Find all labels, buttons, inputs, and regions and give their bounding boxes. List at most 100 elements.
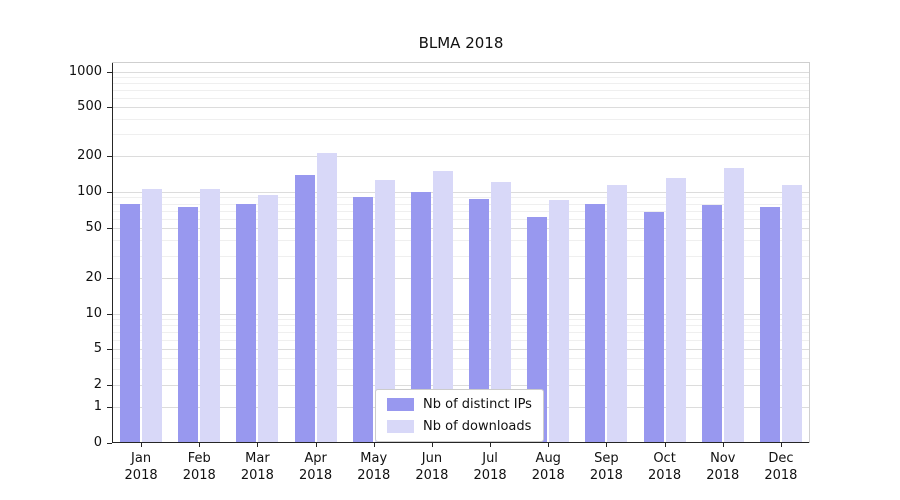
x-tick-month: Mar xyxy=(245,451,270,466)
x-tick-month: Feb xyxy=(187,451,211,466)
x-tick-label: Nov 2018 xyxy=(691,450,755,484)
y-tick-label: 500 xyxy=(77,99,102,114)
legend-label-downloads: Nb of downloads xyxy=(423,419,532,434)
x-tick-mark xyxy=(431,443,433,447)
y-tick-label: 0 xyxy=(93,435,102,450)
x-tick-year: 2018 xyxy=(415,468,449,483)
legend: Nb of distinct IPs Nb of downloads xyxy=(375,389,544,442)
top-spine xyxy=(112,62,810,63)
bottom-spine xyxy=(112,442,810,443)
y-tick-mark xyxy=(107,107,112,108)
x-tick-year: 2018 xyxy=(299,468,333,483)
bar-distinct-ips xyxy=(585,203,606,443)
y-tick-mark xyxy=(107,349,112,350)
x-tick-label: Mar 2018 xyxy=(225,450,289,484)
y-tick-label: 100 xyxy=(77,184,102,199)
y-tick-mark xyxy=(107,72,112,73)
minor-gridline xyxy=(112,255,810,257)
x-tick-year: 2018 xyxy=(531,468,565,483)
y-tick-label: 1 xyxy=(93,399,102,414)
bar-downloads xyxy=(781,184,802,443)
bar-downloads xyxy=(665,178,686,443)
x-tick-mark xyxy=(722,443,724,447)
x-tick-year: 2018 xyxy=(182,468,216,483)
bar-distinct-ips xyxy=(759,206,780,443)
x-tick-mark xyxy=(257,443,259,447)
bar-downloads xyxy=(491,181,512,443)
x-tick-label: Jan 2018 xyxy=(109,450,173,484)
x-tick-month: Dec xyxy=(768,451,794,466)
y-tick-mark xyxy=(107,156,112,157)
minor-gridline xyxy=(112,118,810,120)
major-gridline xyxy=(112,278,810,279)
bar-distinct-ips xyxy=(236,203,257,443)
bar-downloads xyxy=(432,170,453,443)
minor-gridline xyxy=(112,319,810,321)
x-tick-year: 2018 xyxy=(357,468,391,483)
bar-downloads xyxy=(200,189,221,443)
x-tick-year: 2018 xyxy=(124,468,158,483)
legend-swatch-distinct-ips xyxy=(387,398,414,411)
x-tick-month: Jun xyxy=(421,451,443,466)
bar-downloads xyxy=(723,167,744,443)
legend-item-distinct-ips: Nb of distinct IPs xyxy=(387,397,532,412)
major-gridline xyxy=(112,385,810,386)
x-tick-month: Jan xyxy=(131,451,152,466)
bar-downloads xyxy=(374,180,395,443)
minor-gridline xyxy=(112,240,810,242)
bar-downloads xyxy=(316,153,337,443)
x-tick-label: Sep 2018 xyxy=(574,450,638,484)
x-tick-mark xyxy=(780,443,782,447)
y-tick-mark xyxy=(107,228,112,229)
bar-downloads xyxy=(142,189,163,443)
y-tick-mark xyxy=(107,443,112,444)
x-tick-label: May 2018 xyxy=(342,450,406,484)
legend-item-downloads: Nb of downloads xyxy=(387,419,532,434)
x-tick-label: Apr 2018 xyxy=(284,450,348,484)
minor-gridline xyxy=(112,218,810,220)
major-gridline xyxy=(112,192,810,193)
x-tick-month: May xyxy=(360,451,388,466)
bar-distinct-ips xyxy=(294,174,315,443)
major-gridline xyxy=(112,107,810,108)
x-tick-label: Feb 2018 xyxy=(167,450,231,484)
y-tick-label: 10 xyxy=(85,306,102,321)
x-tick-mark xyxy=(373,443,375,447)
x-tick-label: Dec 2018 xyxy=(749,450,813,484)
bar-distinct-ips xyxy=(410,192,431,443)
y-tick-label: 50 xyxy=(85,220,102,235)
x-tick-mark xyxy=(141,443,143,447)
legend-label-distinct-ips: Nb of distinct IPs xyxy=(423,397,532,412)
x-tick-mark xyxy=(315,443,317,447)
right-spine xyxy=(809,62,810,443)
chart-title: BLMA 2018 xyxy=(418,34,504,52)
x-tick-month: Aug xyxy=(535,451,561,466)
y-tick-mark xyxy=(107,314,112,315)
minor-gridline xyxy=(112,197,810,199)
x-tick-mark xyxy=(490,443,492,447)
x-tick-year: 2018 xyxy=(240,468,274,483)
major-gridline xyxy=(112,156,810,157)
bar-distinct-ips xyxy=(352,197,373,443)
x-tick-year: 2018 xyxy=(473,468,507,483)
x-tick-mark xyxy=(664,443,666,447)
x-tick-mark xyxy=(199,443,201,447)
y-tick-label: 20 xyxy=(85,270,102,285)
minor-gridline xyxy=(112,210,810,212)
bar-distinct-ips xyxy=(527,216,548,443)
x-tick-year: 2018 xyxy=(589,468,623,483)
x-tick-label: Jun 2018 xyxy=(400,450,464,484)
x-tick-month: Apr xyxy=(304,451,327,466)
minor-gridline xyxy=(112,325,810,327)
major-gridline xyxy=(112,314,810,315)
x-tick-mark xyxy=(606,443,608,447)
y-tick-mark xyxy=(107,278,112,279)
y-tick-label: 1000 xyxy=(68,64,102,79)
x-tick-mark xyxy=(548,443,550,447)
y-tick-label: 5 xyxy=(93,341,102,356)
major-gridline xyxy=(112,228,810,229)
x-tick-month: Jul xyxy=(482,451,498,466)
x-tick-label: Oct 2018 xyxy=(633,450,697,484)
left-spine xyxy=(112,62,113,443)
